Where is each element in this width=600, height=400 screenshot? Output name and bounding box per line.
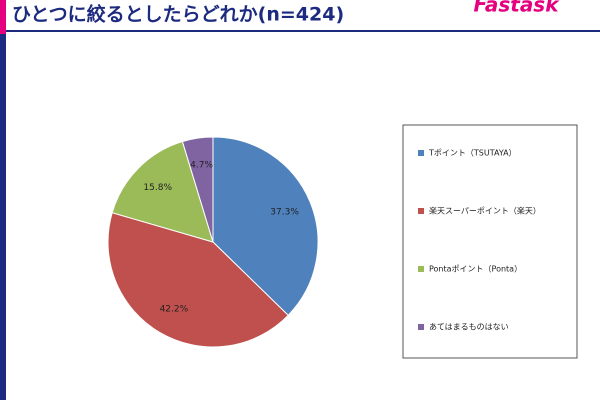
legend-label: 楽天スーパーポイント（楽天） — [429, 206, 541, 216]
legend-swatch — [418, 150, 424, 156]
side-bar — [0, 34, 6, 400]
legend-swatch — [418, 266, 424, 272]
legend-box — [402, 124, 578, 359]
value-label: 42.2% — [160, 305, 189, 315]
legend-label: Tポイント（TSUTAYA） — [428, 149, 517, 158]
accent-bar — [0, 0, 6, 34]
value-label: 37.3% — [270, 207, 299, 217]
legend-label: Pontaポイント（Ponta） — [429, 265, 522, 274]
pie-slice — [212, 136, 319, 317]
legend-swatch — [418, 208, 424, 214]
logo: Fastask — [473, 0, 560, 17]
pie-slice — [181, 136, 214, 243]
pie-slice — [111, 140, 214, 243]
chart-title: ひとつに絞るとしたらどれか(n=424) — [12, 3, 344, 26]
value-label: 4.7% — [190, 161, 213, 171]
legend-label: あてはまるものはない — [429, 323, 509, 332]
value-label: 15.8% — [143, 183, 172, 193]
legend-swatch — [418, 324, 424, 330]
pie-slice — [107, 212, 289, 348]
